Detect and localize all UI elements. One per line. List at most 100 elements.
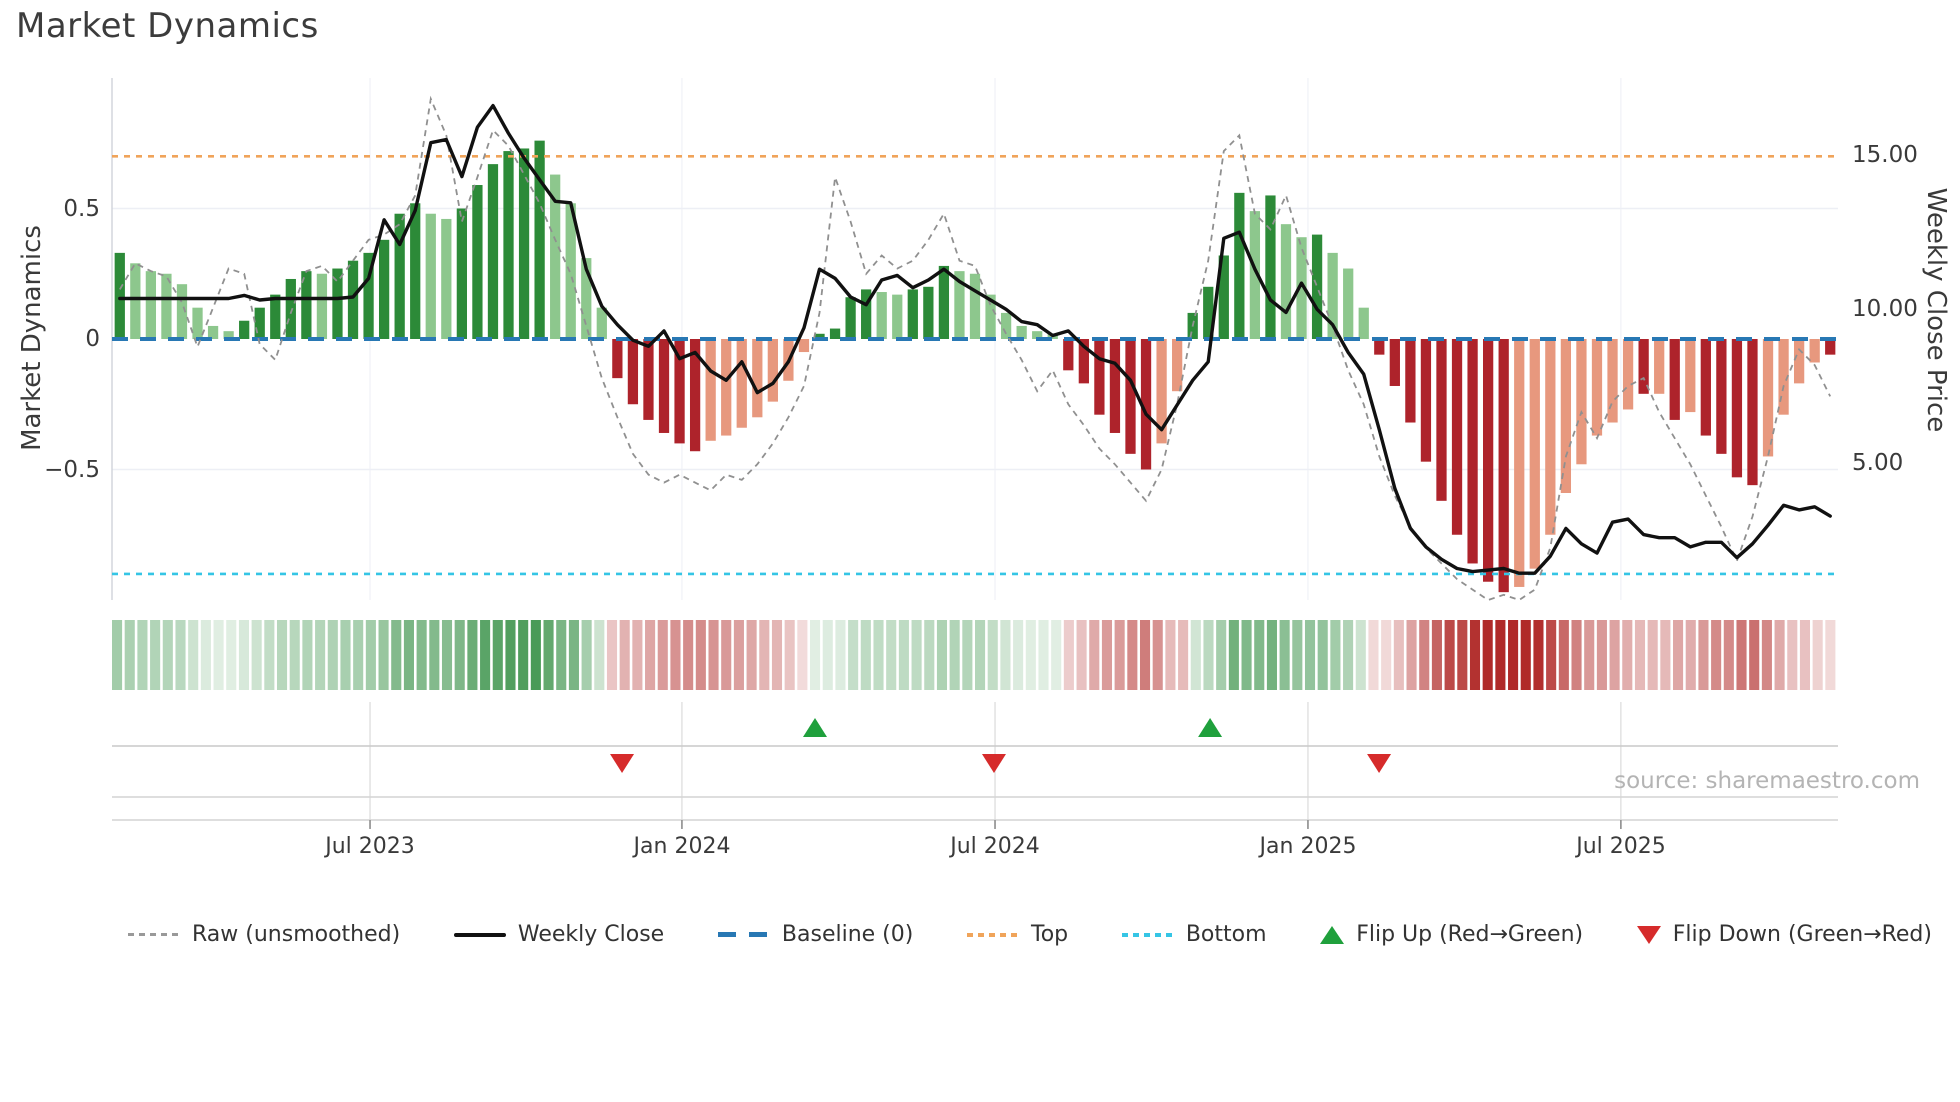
heatmap-cell xyxy=(1596,620,1607,690)
oscillator-bar xyxy=(456,208,467,339)
heatmap-cell xyxy=(1089,620,1100,690)
heatmap-cell xyxy=(1508,620,1519,690)
heatmap-cell xyxy=(1660,620,1671,690)
heatmap-cell xyxy=(150,620,161,690)
heatmap-cell xyxy=(1609,620,1620,690)
x-axis-tick-jul-2023: Jul 2023 xyxy=(325,834,415,859)
legend-item-weekly-close: Weekly Close xyxy=(453,922,665,947)
heatmap-cell xyxy=(1647,620,1658,690)
oscillator-bar xyxy=(1032,331,1043,339)
oscillator-bar xyxy=(1280,224,1292,339)
oscillator-bar xyxy=(363,252,374,339)
oscillator-bar xyxy=(487,164,499,339)
oscillator-bar xyxy=(1685,339,1696,413)
oscillator-bar xyxy=(1451,339,1463,535)
heatmap-cell xyxy=(619,620,630,690)
oscillator-bar xyxy=(1000,312,1012,339)
oscillator-bar xyxy=(161,273,172,339)
oscillator-bar xyxy=(1203,286,1214,339)
legend-label: Weekly Close xyxy=(517,922,665,947)
heatmap-cell xyxy=(365,620,376,690)
oscillator-bar xyxy=(581,258,592,339)
right-axis-title: Weekly Close Price xyxy=(1921,187,1951,433)
heatmap-cell xyxy=(1127,620,1138,690)
heatmap-cell xyxy=(1673,620,1684,690)
oscillator-bar xyxy=(347,260,359,339)
heatmap-cell xyxy=(1812,620,1823,690)
oscillator-bar xyxy=(207,325,219,339)
oscillator-bar xyxy=(1762,339,1774,457)
heatmap-cell xyxy=(1228,620,1239,690)
heatmap-cell xyxy=(1825,620,1836,690)
heatmap-cell xyxy=(1736,620,1747,690)
oscillator-bar xyxy=(1109,339,1121,433)
heatmap-cell xyxy=(226,620,237,690)
oscillator-bar xyxy=(1265,195,1276,339)
oscillator-bar xyxy=(798,339,810,353)
oscillator-bar xyxy=(1389,339,1400,386)
heatmap-cell xyxy=(962,620,973,690)
oscillator-bar xyxy=(721,339,732,436)
oscillator-bar xyxy=(689,339,701,452)
heatmap-cell xyxy=(657,620,668,690)
oscillator-bar xyxy=(472,185,483,339)
oscillator-bar xyxy=(829,328,841,339)
oscillator-bar xyxy=(518,148,530,339)
heatmap-cell xyxy=(581,620,592,690)
heatmap-cell xyxy=(1622,620,1633,690)
heatmap-cell xyxy=(670,620,681,690)
oscillator-bar xyxy=(705,339,716,441)
heatmap-cell xyxy=(200,620,211,690)
heatmap-cell xyxy=(137,620,148,690)
oscillator-bar xyxy=(923,286,934,339)
heatmap-cell xyxy=(416,620,427,690)
oscillator-bar xyxy=(1296,237,1307,339)
heatmap-cell xyxy=(289,620,300,690)
heatmap-cell xyxy=(1546,620,1557,690)
x-axis-tick-jan-2025: Jan 2025 xyxy=(1259,834,1357,859)
heatmap-cell xyxy=(1520,620,1531,690)
heatmap-cell xyxy=(264,620,275,690)
flip-up-marker xyxy=(802,718,827,737)
oscillator-bar xyxy=(861,289,872,339)
heatmap-cell xyxy=(1304,620,1316,690)
heatmap-cell xyxy=(873,620,884,690)
oscillator-bars xyxy=(114,140,1836,593)
oscillator-bar xyxy=(270,294,281,339)
oscillator-bar xyxy=(954,271,965,339)
oscillator-bar xyxy=(114,252,125,339)
heatmap-cell xyxy=(568,620,579,690)
oscillator-bar xyxy=(394,213,405,339)
heatmap-cell xyxy=(1457,620,1468,690)
flip-up-triangle-icon xyxy=(1320,925,1345,944)
heatmap-cell xyxy=(1571,620,1582,690)
heatmap-cell xyxy=(327,620,338,690)
oscillator-bar xyxy=(1094,339,1105,415)
legend-label: Top xyxy=(1031,922,1069,947)
heatmap-cell xyxy=(1533,620,1544,690)
oscillator-bar xyxy=(1622,339,1634,410)
heatmap-cell xyxy=(606,620,618,690)
plot-gridlines xyxy=(111,78,1838,600)
oscillator-bar xyxy=(1483,339,1494,582)
heatmap-cell xyxy=(1393,620,1404,690)
oscillator-bar xyxy=(643,339,654,420)
right-axis-tick-15: 15.00 xyxy=(1852,142,1918,168)
oscillator-bar xyxy=(1140,339,1152,470)
oscillator-bar xyxy=(223,331,234,339)
heatmap-cell xyxy=(975,620,986,690)
oscillator-bar xyxy=(876,292,887,339)
oscillator-bar xyxy=(1529,339,1540,569)
oscillator-bar xyxy=(1654,339,1665,394)
oscillator-bar xyxy=(1234,192,1245,339)
heatmap-cell xyxy=(1203,620,1214,690)
oscillator-bar xyxy=(1156,339,1167,444)
oscillator-bar xyxy=(534,140,545,339)
oscillator-bar xyxy=(1747,339,1758,486)
heatmap-cell xyxy=(391,620,402,690)
heatmap-cell xyxy=(1051,620,1062,690)
oscillator-bar xyxy=(239,320,250,339)
heatmap-cell xyxy=(1749,620,1760,690)
